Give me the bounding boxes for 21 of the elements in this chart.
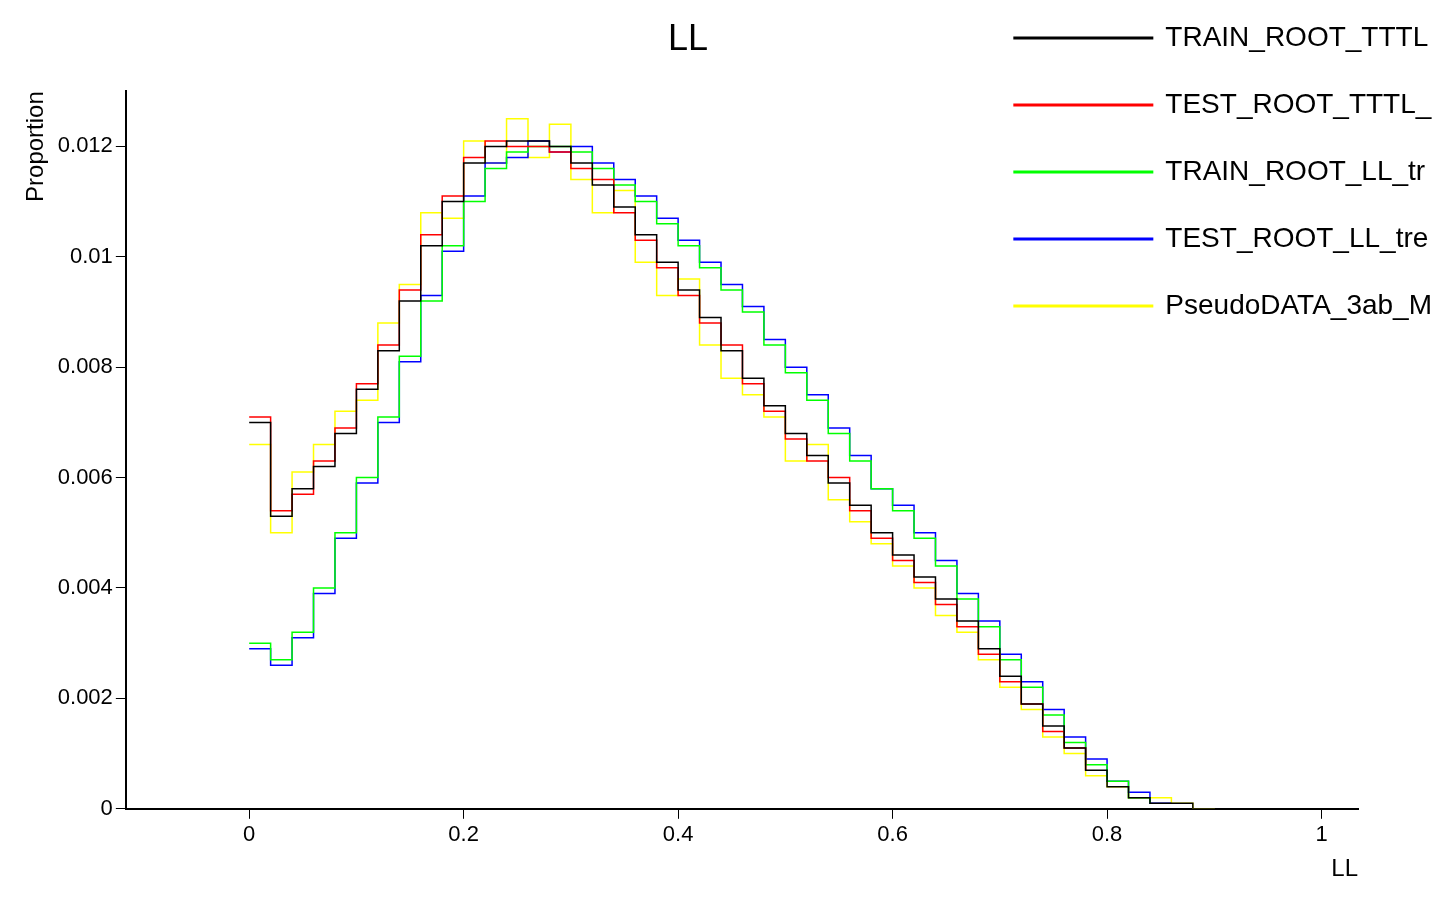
y-axis-title: Proportion <box>21 91 49 202</box>
y-tick-label: 0.004 <box>57 574 113 600</box>
chart-title: LL <box>667 16 709 58</box>
legend-label: TEST_ROOT_TTTL_ <box>1165 87 1432 119</box>
legend-label: TRAIN_ROOT_TTTL <box>1165 20 1429 52</box>
y-tick-label: 0.006 <box>57 463 113 489</box>
x-axis-title: LL <box>1331 854 1358 882</box>
legend-label: TRAIN_ROOT_LL_tr <box>1165 154 1426 186</box>
y-tick-label: 0 <box>100 794 113 820</box>
x-tick-label: 0 <box>243 821 256 847</box>
x-tick-label: 1 <box>1315 821 1328 847</box>
y-tick-label: 0.012 <box>57 132 113 158</box>
y-tick-label: 0.002 <box>57 684 113 710</box>
x-tick-label: 0.4 <box>662 821 694 847</box>
y-tick-label: 0.008 <box>57 353 113 379</box>
x-tick-label: 0.6 <box>877 821 908 847</box>
legend-label: PseudoDATA_3ab_M <box>1165 288 1432 320</box>
x-tick-label: 0.8 <box>1091 821 1123 847</box>
x-tick-label: 0.2 <box>448 821 479 847</box>
legend-label: TEST_ROOT_LL_tre <box>1165 221 1429 253</box>
y-tick-label: 0.01 <box>70 242 113 268</box>
